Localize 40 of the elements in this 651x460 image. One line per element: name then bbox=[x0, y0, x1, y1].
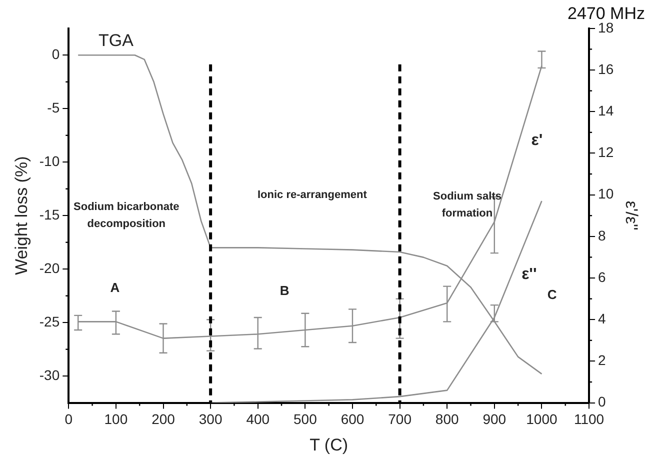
y-tick-label: -30 bbox=[39, 366, 60, 383]
y2-tick-label: 2 bbox=[598, 352, 606, 368]
y-tick-label: -25 bbox=[39, 313, 60, 330]
x-tick-label: 800 bbox=[435, 411, 459, 428]
x-tick-label: 500 bbox=[293, 411, 318, 428]
series-label: ε'' bbox=[522, 266, 537, 283]
x-tick-label: 0 bbox=[64, 411, 73, 428]
x-tick-label: 300 bbox=[198, 411, 222, 428]
series-label: ε' bbox=[531, 132, 543, 150]
x-tick-label: 1100 bbox=[574, 411, 604, 428]
annotation: Ionic re-arrangement bbox=[257, 189, 368, 202]
annotation: Sodium salts formation bbox=[433, 190, 502, 220]
annotation: A bbox=[110, 280, 120, 295]
y2-tick-label: 6 bbox=[598, 268, 606, 285]
x-tick-label: 400 bbox=[246, 411, 270, 428]
annotation: Sodium bicarbonate decomposition bbox=[74, 201, 180, 230]
x-tick-label: 1000 bbox=[526, 411, 558, 428]
y2-tick-label: 4 bbox=[598, 310, 606, 326]
y-tick-label: 0 bbox=[52, 46, 60, 62]
x-tick-label: 200 bbox=[152, 411, 176, 428]
y2-tick-label: 14 bbox=[598, 102, 614, 118]
x-tick-label: 600 bbox=[340, 411, 364, 428]
series-label: TGA bbox=[98, 31, 134, 50]
y-tick-label: -5 bbox=[47, 99, 60, 116]
y2-tick-label: 10 bbox=[598, 186, 614, 202]
y2-tick-label: 8 bbox=[598, 227, 606, 244]
x-tick-label: 100 bbox=[104, 411, 128, 428]
y-axis-title: Weight loss (%) bbox=[12, 156, 31, 275]
y2-axis-title: ε'/ε'' bbox=[622, 200, 642, 230]
annotation: C bbox=[547, 286, 558, 302]
x-tick-label: 900 bbox=[482, 411, 506, 428]
y-tick-label: -15 bbox=[39, 206, 60, 222]
y-tick-label: -20 bbox=[39, 260, 60, 276]
y-tick-label: -10 bbox=[39, 152, 60, 169]
x-axis-title: T (C) bbox=[310, 435, 348, 454]
y2-tick-label: 16 bbox=[598, 60, 614, 77]
x-tick-label: 700 bbox=[388, 411, 412, 428]
y2-tick-label: 12 bbox=[598, 144, 614, 160]
y2-tick-label: 0 bbox=[598, 394, 606, 410]
annotation: B bbox=[280, 282, 290, 298]
